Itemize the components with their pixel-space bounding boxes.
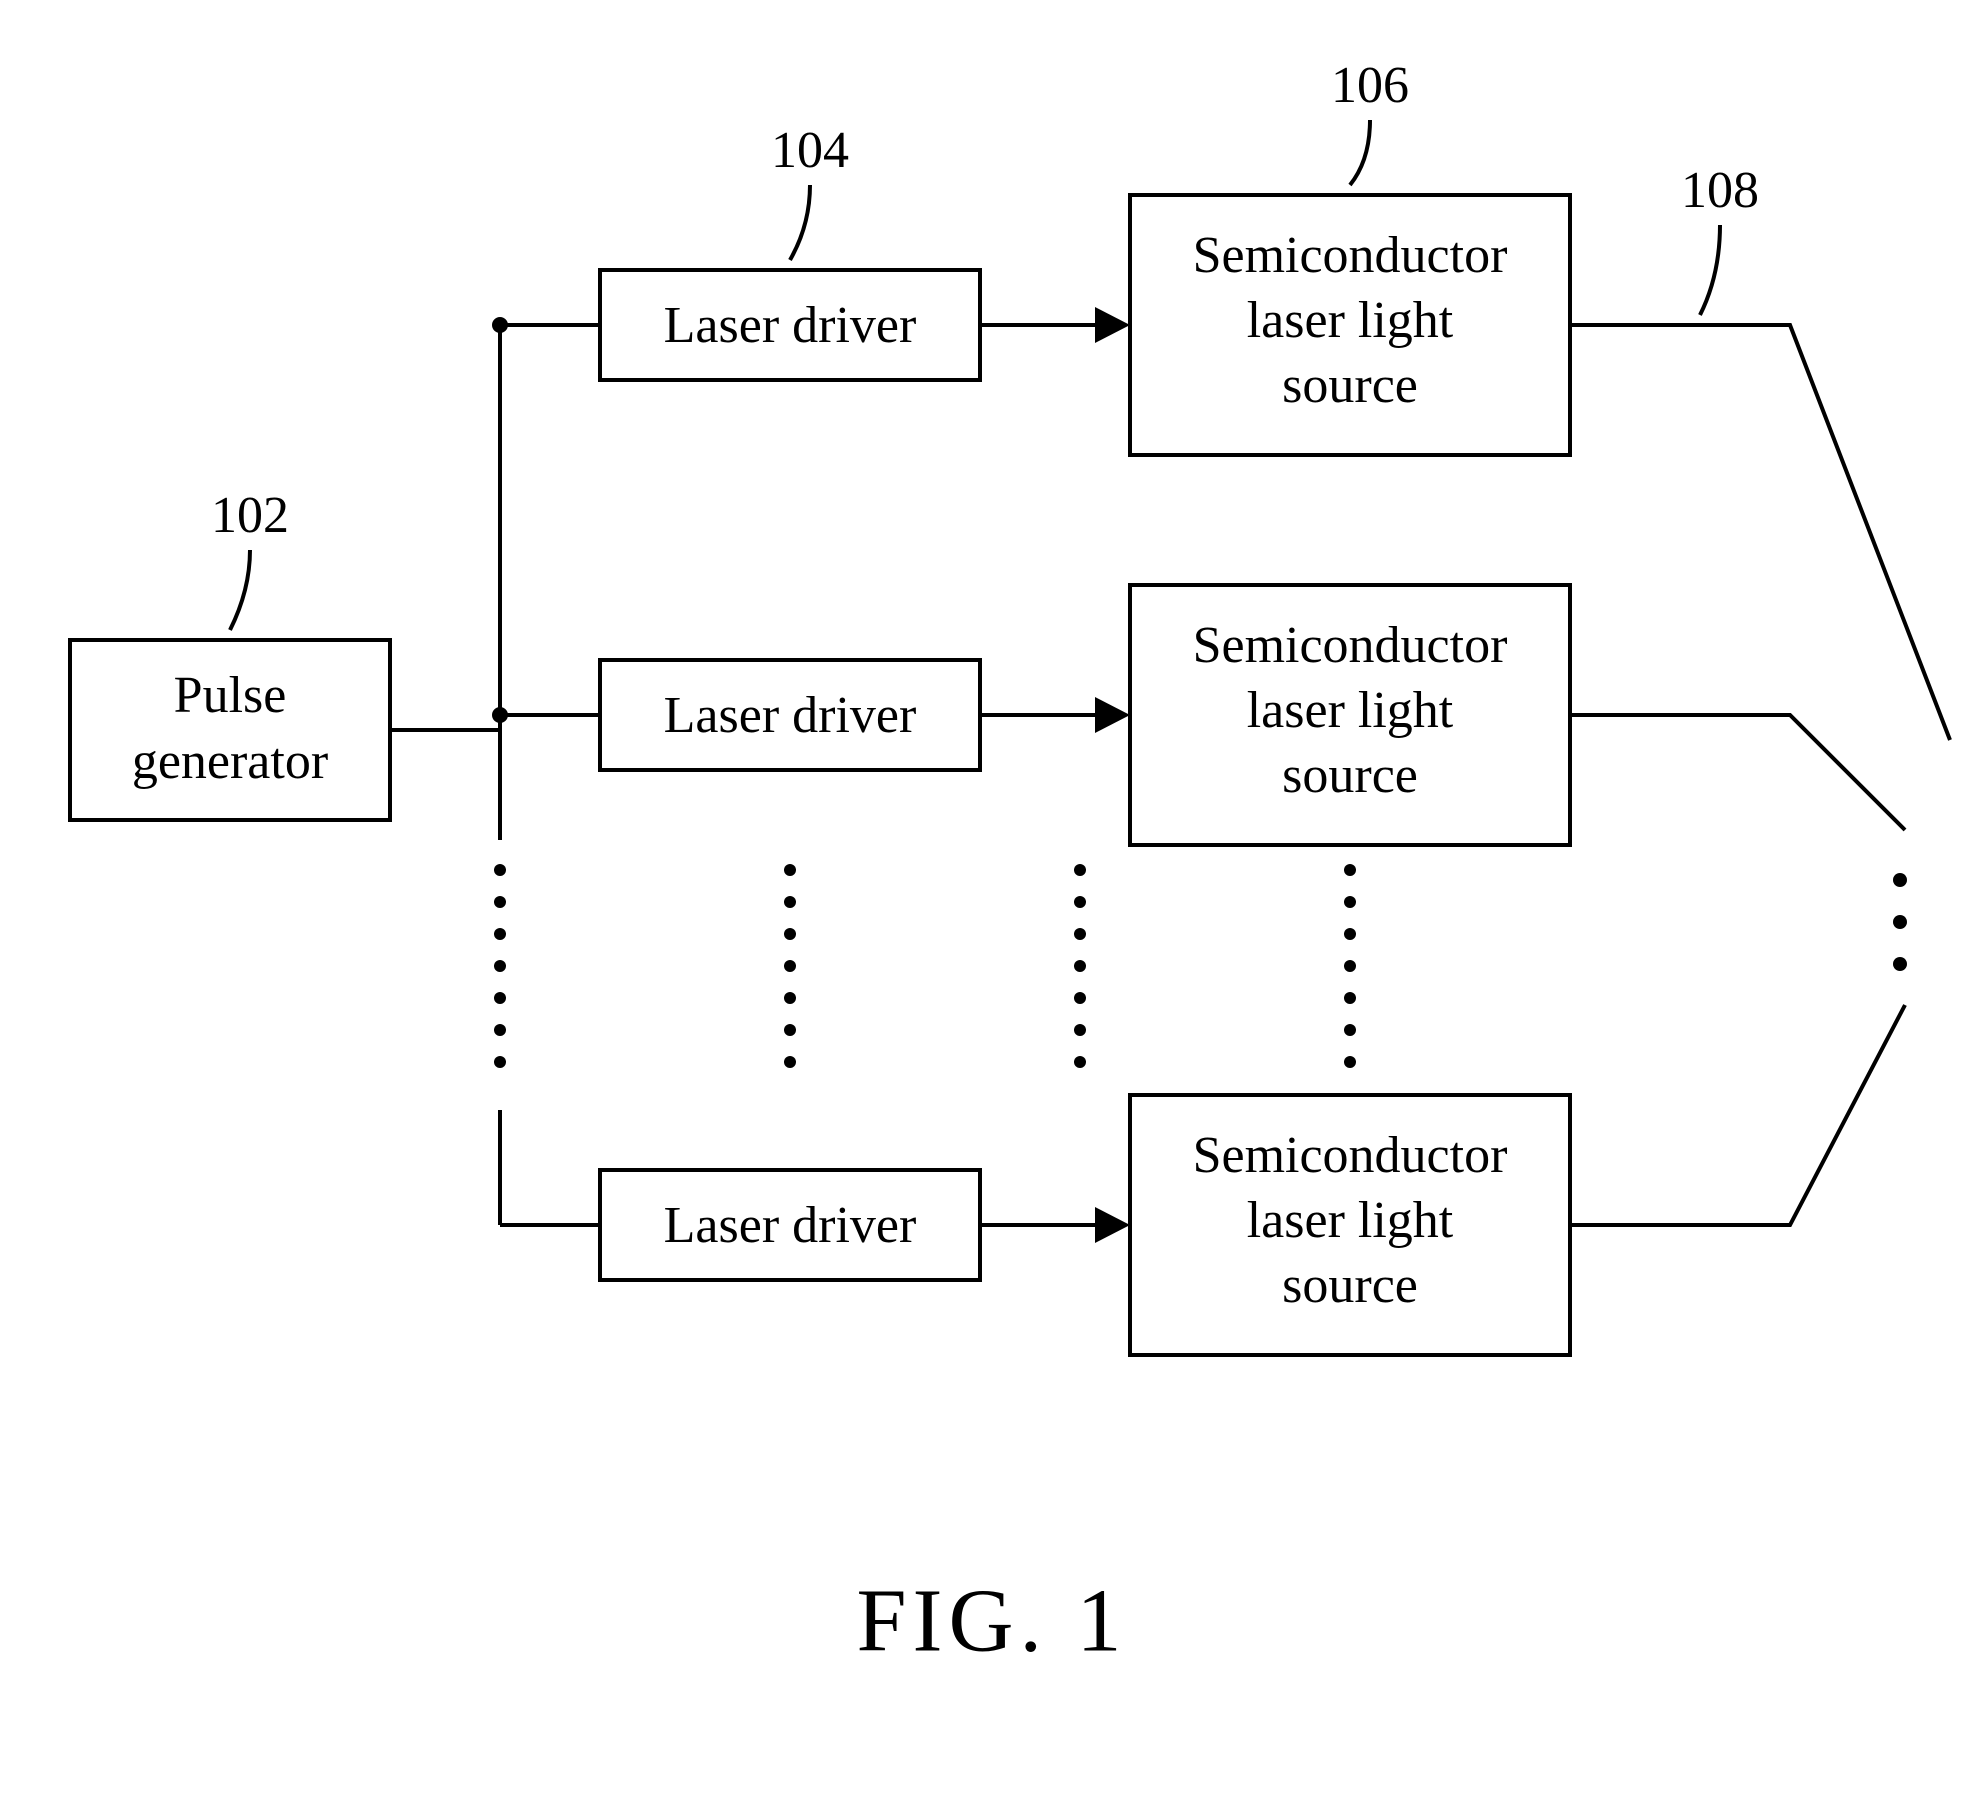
refnum-104: 104: [771, 122, 849, 179]
source-2-label1: Semiconductor: [1193, 617, 1508, 674]
fiber-1: [1570, 325, 1950, 740]
ellipsis-col-arrow: [1074, 864, 1086, 1068]
pulse-generator-label2: generator: [132, 733, 328, 790]
refnum-102: 102: [211, 487, 289, 544]
ellipsis-fibers-right: [1893, 873, 1907, 971]
source-1-label1: Semiconductor: [1193, 227, 1508, 284]
ellipsis-col-bus: [494, 864, 506, 1068]
arrow-driver1-source1: [980, 307, 1130, 343]
ellipsis-col-source: [1344, 864, 1356, 1068]
source-3-label1: Semiconductor: [1193, 1127, 1508, 1184]
source-3-label2: laser light: [1247, 1192, 1454, 1249]
source-1-label3: source: [1282, 357, 1418, 414]
fiber-2: [1570, 715, 1905, 830]
fiber-3: [1570, 1005, 1905, 1225]
laser-driver-2-label: Laser driver: [664, 687, 917, 744]
laser-driver-1-label: Laser driver: [664, 297, 917, 354]
refnum-106: 106: [1331, 57, 1409, 114]
leader-102: [230, 550, 250, 630]
source-2-label3: source: [1282, 747, 1418, 804]
pulse-generator-label1: Pulse: [174, 667, 287, 724]
source-3-label3: source: [1282, 1257, 1418, 1314]
ellipsis-col-driver: [784, 864, 796, 1068]
source-2-label2: laser light: [1247, 682, 1454, 739]
arrow-driver2-source2: [980, 697, 1130, 733]
laser-driver-3-label: Laser driver: [664, 1197, 917, 1254]
arrow-driver3-source3: [980, 1207, 1130, 1243]
leader-104: [790, 185, 810, 260]
figure-caption: FIG. 1: [856, 1572, 1127, 1671]
refnum-108: 108: [1681, 162, 1759, 219]
leader-106: [1350, 120, 1370, 185]
leader-108: [1700, 225, 1720, 315]
source-1-label2: laser light: [1247, 292, 1454, 349]
